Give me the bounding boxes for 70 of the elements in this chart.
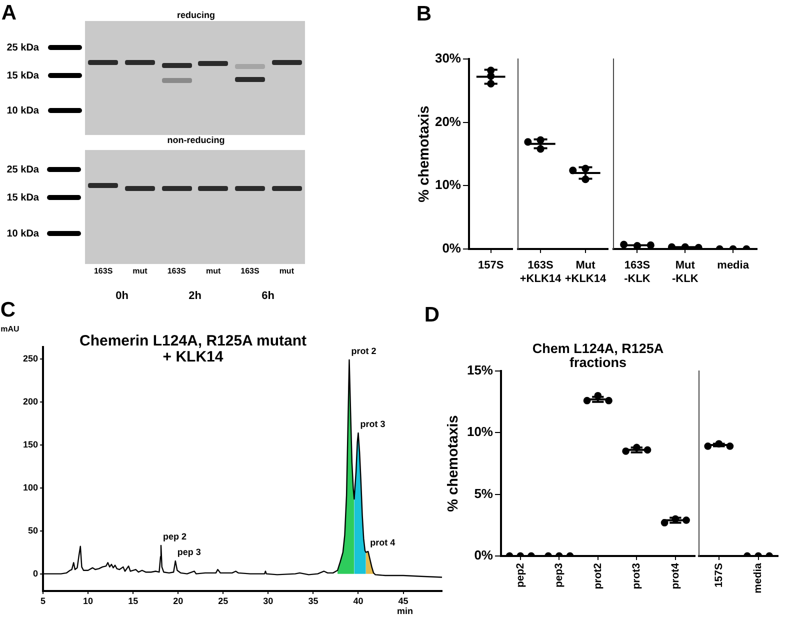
text: D: [424, 303, 440, 327]
text: 2h: [188, 290, 202, 302]
point: [487, 80, 495, 88]
x-tick-label: 30: [263, 596, 274, 606]
y-tick-label: 20%: [434, 114, 462, 129]
point: [487, 72, 495, 80]
x-tick-label: 10: [83, 596, 94, 606]
x-tick-label: 40: [353, 596, 364, 606]
y-tick-label: 200: [22, 396, 38, 406]
text: 15 kDa: [6, 192, 39, 204]
text: 6h: [262, 290, 274, 302]
chart-title: Chemerin L124A, R125A mutant + KLK14: [79, 332, 307, 365]
annotation: prot 3: [360, 418, 386, 429]
y-tick-label: 0%: [474, 548, 494, 563]
category-label: mut: [279, 266, 294, 276]
x-tick-label: 15: [128, 596, 138, 606]
text: 0h: [116, 290, 128, 302]
x-tick-label: 157S: [712, 563, 725, 588]
x-tick-label: 5: [40, 596, 46, 606]
text: A: [1, 1, 17, 25]
category-label: 163S: [240, 266, 260, 276]
x-tick-label: pep2: [514, 562, 526, 588]
y-axis-title: mAU: [0, 324, 20, 334]
x-tick-label: 163S +KLK14: [520, 260, 562, 285]
annotation: pep 3: [177, 546, 201, 557]
annotation: prot 2: [351, 346, 376, 356]
x-tick-label: Mut +KLK14: [564, 260, 607, 285]
x-tick-label: 25: [218, 596, 228, 606]
text: 10 kDa: [6, 228, 39, 240]
y-axis-title: % chemotaxis: [416, 106, 433, 202]
x-tick-label: media: [752, 562, 764, 594]
x-tick-label: prot4: [669, 562, 682, 590]
y-tick-label: 10%: [434, 177, 462, 192]
text: C: [0, 298, 16, 322]
x-tick-label: 35: [308, 596, 318, 606]
y-tick-label: 250: [22, 354, 38, 364]
text: B: [416, 2, 432, 26]
x-tick-label: 163S -KLK: [624, 260, 650, 285]
text: 10 kDa: [6, 106, 39, 116]
category-label: 163S: [94, 266, 113, 276]
text: 15 kDa: [6, 70, 39, 82]
text: 25 kDa: [6, 164, 39, 176]
x-tick-label: prot3: [630, 562, 643, 590]
category-label: 163S: [167, 266, 186, 276]
annotation: pep 2: [162, 531, 187, 542]
y-tick-label: 150: [22, 439, 38, 450]
x-tick-label: prot2: [592, 562, 604, 590]
annotation: prot 4: [370, 537, 396, 548]
y-tick-label: 0: [32, 568, 38, 578]
y-tick-label: 0%: [442, 240, 462, 256]
x-tick-label: 20: [173, 596, 184, 606]
y-axis-title: % chemotaxis: [446, 415, 462, 512]
x-tick-label: 45: [398, 596, 408, 606]
x-tick-label: 157S: [478, 260, 504, 272]
category-label: mut: [132, 266, 148, 276]
x-axis-title: min: [396, 606, 414, 617]
category-label: mut: [206, 266, 221, 276]
x-tick-label: pep3: [553, 562, 566, 588]
x-tick-label: media: [717, 260, 750, 272]
y-tick-label: 5%: [474, 486, 494, 501]
text: non-reducing: [167, 135, 225, 146]
y-tick-label: 100: [22, 482, 38, 492]
text: reducing: [176, 10, 216, 21]
x-tick-label: Mut -KLK: [672, 260, 698, 285]
y-tick-label: 30%: [434, 50, 462, 66]
y-tick-label: 10%: [466, 424, 494, 440]
y-tick-label: 15%: [466, 362, 494, 378]
y-tick-label: 50: [28, 525, 38, 536]
text: 25 kDa: [6, 42, 39, 54]
chart-title: Chem L124A, R125A fractions: [532, 340, 664, 370]
